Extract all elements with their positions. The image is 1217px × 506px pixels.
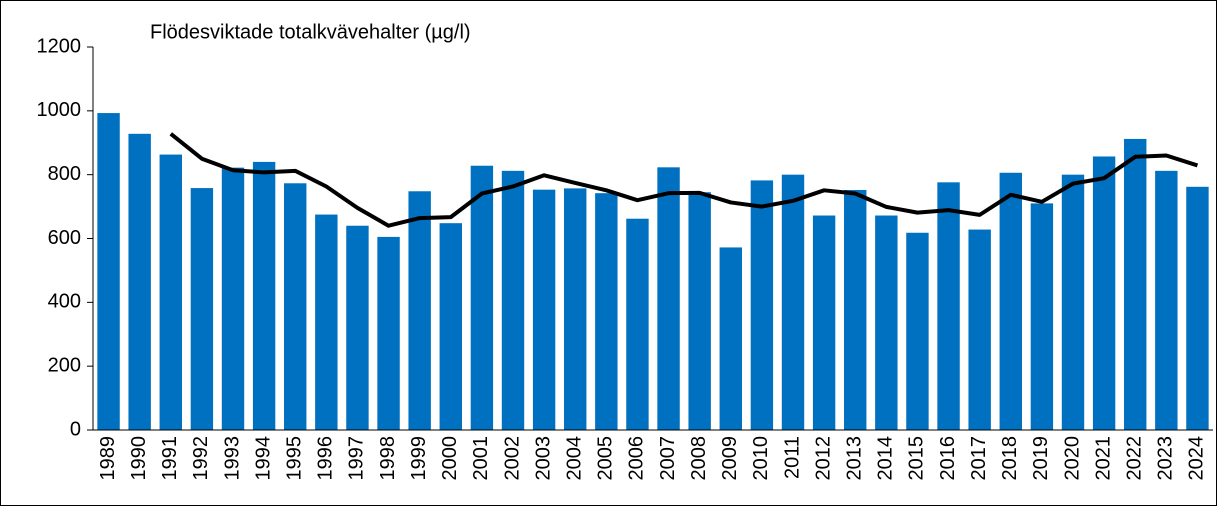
- y-tick-label: 400: [48, 291, 81, 313]
- bar: [501, 170, 525, 430]
- x-tick-label: 1999: [408, 436, 430, 481]
- line: [169, 132, 1199, 228]
- x-tick-label: 1991: [159, 436, 181, 481]
- bar: [346, 225, 369, 430]
- x-tick-label: 2005: [595, 436, 617, 481]
- bar: [937, 182, 960, 430]
- x-tick-label: 2014: [875, 436, 897, 481]
- bar: [439, 223, 462, 430]
- x-tick-label: 2023: [1155, 436, 1177, 481]
- y-tick-label: 200: [48, 354, 81, 376]
- x-tick-label: 1993: [221, 436, 243, 481]
- bar: [595, 193, 618, 430]
- x-tick-label: 2020: [1061, 436, 1083, 481]
- bar: [128, 133, 151, 430]
- bar: [377, 236, 400, 430]
- x-tick-label: 2002: [501, 436, 523, 481]
- x-tick-label: 2019: [1030, 436, 1052, 481]
- bar: [284, 183, 307, 430]
- y-tick-label: 0: [70, 418, 81, 440]
- bar: [1124, 138, 1147, 431]
- bar: [252, 161, 276, 430]
- x-tick-label: 2018: [999, 436, 1021, 481]
- bar: [906, 232, 929, 430]
- bar: [564, 188, 587, 430]
- x-tick-label: 2022: [1124, 436, 1146, 481]
- bar: [532, 189, 556, 430]
- x-tick-label: 2004: [564, 436, 586, 481]
- x-tick-label: 2016: [937, 436, 959, 481]
- bar: [1092, 156, 1116, 430]
- x-tick-label: 1996: [315, 436, 337, 481]
- bar: [844, 189, 867, 430]
- x-tick-label: 2006: [626, 436, 648, 481]
- bar: [719, 247, 742, 430]
- bar: [159, 154, 182, 430]
- bar: [1061, 174, 1085, 430]
- x-tick-label: 2007: [657, 436, 679, 481]
- bar: [875, 215, 898, 430]
- x-tick-label: 1994: [252, 436, 274, 481]
- bar: [1155, 170, 1178, 430]
- x-tick-label: 2003: [532, 436, 554, 481]
- x-tick-label: 2010: [750, 436, 772, 481]
- x-tick-label: 2000: [439, 436, 461, 481]
- chart-title: Flödesviktade totalkvävehalter (µg/l): [150, 21, 471, 43]
- x-tick-label: 2017: [968, 436, 990, 481]
- bar: [750, 180, 774, 430]
- y-tick-label: 800: [48, 163, 81, 185]
- x-tick-label: 2011: [781, 436, 803, 479]
- bar: [190, 188, 214, 430]
- x-tick-label: 2001: [470, 436, 492, 481]
- x-tick-label: 1998: [377, 436, 399, 481]
- bar: [999, 172, 1022, 431]
- x-tick-label: 1995: [284, 436, 306, 481]
- bar: [1030, 203, 1054, 430]
- bar: [781, 174, 805, 430]
- x-tick-label: 2015: [906, 436, 928, 481]
- x-tick-label: 2021: [1092, 436, 1114, 481]
- x-tick-label: 1990: [128, 436, 150, 481]
- y-tick-label: 1200: [37, 35, 82, 57]
- bar: [968, 229, 991, 430]
- bar: [688, 192, 711, 430]
- x-tick-label: 1992: [190, 436, 212, 481]
- x-tick-label: 2013: [844, 436, 866, 481]
- x-tick-label: 2012: [812, 436, 834, 481]
- x-tick-label: 2009: [719, 436, 741, 481]
- bar: [1186, 186, 1209, 430]
- bar: [408, 191, 431, 430]
- x-tick-label: 1989: [97, 436, 119, 481]
- y-tick-label: 600: [48, 227, 81, 249]
- y-tick-label: 1000: [37, 99, 82, 121]
- bar: [221, 167, 245, 430]
- x-tick-label: 2008: [688, 436, 710, 481]
- bar: [470, 165, 494, 431]
- bar: [315, 214, 338, 430]
- x-tick-label: 2024: [1186, 436, 1208, 481]
- bar: [626, 218, 649, 430]
- bar: [657, 167, 680, 430]
- bar: [97, 113, 120, 430]
- x-tick-label: 1997: [346, 436, 368, 481]
- bar: [812, 215, 836, 430]
